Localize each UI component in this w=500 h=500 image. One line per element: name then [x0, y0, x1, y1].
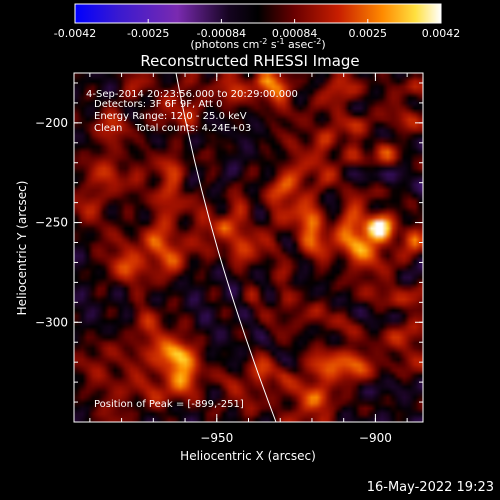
colorbar-tick-label: -0.00084 [197, 27, 246, 40]
annotation-counts: Clean Total counts: 4.24E+03 [94, 123, 251, 134]
colorbar-tick-label: -0.0025 [127, 27, 169, 40]
colorbar-gradient [74, 3, 442, 24]
peak-position-label: Position of Peak = [-899,-251] [94, 399, 244, 410]
colorbar-tick-label: 0.00084 [272, 27, 318, 40]
colorbar: -0.0042 -0.0025 -0.00084 0.00084 0.0025 0.004… [54, 3, 461, 51]
timestamp: 16-May-2022 19:23 [366, 480, 494, 495]
y-tick-label: −250 [35, 216, 68, 230]
y-tick-label: −300 [35, 315, 68, 329]
annotation-energy: Energy Range: 12.0 - 25.0 keV [94, 111, 247, 122]
y-tick-label: −200 [35, 116, 68, 130]
annotation-detectors: Detectors: 3F 6F 9F, Att 0 [94, 99, 222, 110]
x-axis-label: Heliocentric X (arcsec) [180, 449, 316, 463]
colorbar-tick-label: -0.0042 [54, 27, 96, 40]
y-axis-label: Heliocentric Y (arcsec) [15, 181, 29, 316]
x-tick-label: −900 [359, 431, 392, 445]
colorbar-unit: (photons cm-2 s-1 asec-2) [190, 37, 325, 51]
chart-title: Reconstructed RHESSI Image [140, 52, 360, 70]
solar-limb-line [175, 72, 277, 423]
x-tick-label: −950 [200, 431, 233, 445]
colorbar-tick-label: 0.0042 [422, 27, 461, 40]
heatmap-image [74, 73, 423, 422]
colorbar-tick-label: 0.0025 [349, 27, 388, 40]
annotation-time: 4-Sep-2014 20:23:56.000 to 20:29:00.000 [86, 89, 298, 100]
